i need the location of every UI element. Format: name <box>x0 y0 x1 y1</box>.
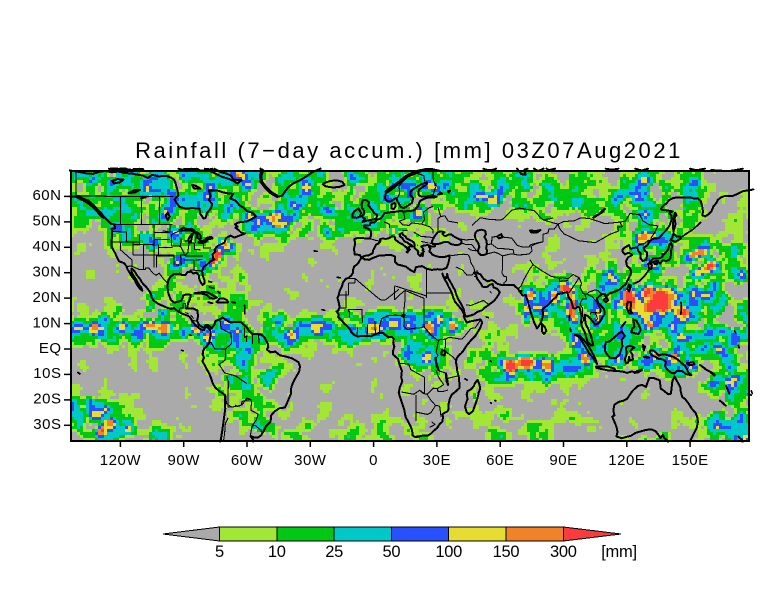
svg-text:10: 10 <box>268 543 286 561</box>
svg-text:100: 100 <box>435 543 462 561</box>
svg-text:120E: 120E <box>608 452 645 469</box>
svg-text:50N: 50N <box>32 213 61 230</box>
svg-text:EQ: EQ <box>39 340 62 357</box>
svg-text:30E: 30E <box>423 452 451 469</box>
svg-text:25: 25 <box>325 543 343 561</box>
svg-text:150: 150 <box>493 543 520 561</box>
svg-text:60N: 60N <box>32 187 61 204</box>
svg-text:300: 300 <box>550 543 577 561</box>
svg-text:30S: 30S <box>33 416 61 433</box>
svg-text:10N: 10N <box>32 314 61 331</box>
svg-text:Rainfall (7−day accum.) [mm] 0: Rainfall (7−day accum.) [mm] 03Z07Aug202… <box>135 138 683 163</box>
svg-text:30W: 30W <box>294 452 327 469</box>
svg-text:[mm]: [mm] <box>601 543 636 561</box>
svg-text:40N: 40N <box>32 238 61 255</box>
svg-text:0: 0 <box>369 452 378 469</box>
svg-text:120W: 120W <box>100 452 142 469</box>
svg-text:60W: 60W <box>231 452 264 469</box>
svg-text:90E: 90E <box>549 452 577 469</box>
svg-text:60E: 60E <box>486 452 514 469</box>
svg-text:20S: 20S <box>33 391 61 408</box>
svg-text:150E: 150E <box>672 452 709 469</box>
svg-text:5: 5 <box>215 543 224 561</box>
svg-text:50: 50 <box>383 543 401 561</box>
svg-text:20N: 20N <box>32 289 61 306</box>
svg-text:90W: 90W <box>168 452 201 469</box>
svg-text:30N: 30N <box>32 264 61 281</box>
svg-text:10S: 10S <box>33 365 61 382</box>
